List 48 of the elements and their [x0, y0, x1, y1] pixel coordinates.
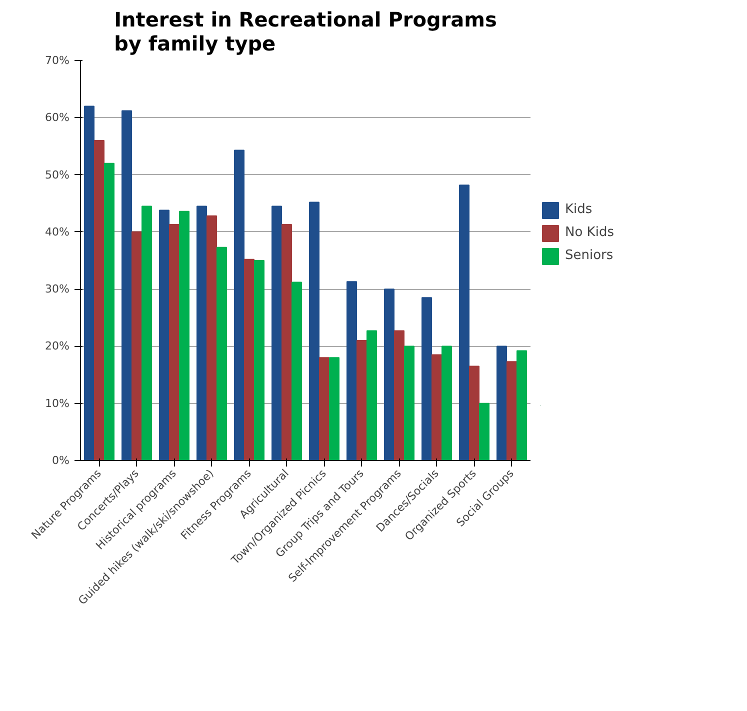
bar [94, 140, 104, 460]
chart-title: Interest in Recreational Programs by family type [114, 8, 497, 56]
y-tick-label: 40% [45, 225, 70, 238]
bar [309, 202, 320, 460]
bar [206, 215, 217, 460]
bar [196, 206, 207, 460]
bar [282, 224, 292, 460]
y-tick-label: 10% [45, 396, 70, 410]
bar [169, 224, 180, 460]
bar [159, 210, 170, 460]
bar [479, 402, 490, 460]
bar [329, 357, 340, 460]
bar [216, 246, 227, 460]
bar [346, 281, 357, 460]
y-tick-label: 0% [52, 454, 70, 467]
bar [432, 354, 442, 460]
y-tick-label: 50% [45, 168, 70, 182]
bar [506, 361, 517, 460]
bar [496, 346, 507, 460]
bar [104, 162, 114, 460]
bar [292, 282, 302, 460]
y-tick-label: 60% [45, 111, 70, 124]
bar [422, 297, 432, 460]
legend-label: Kids [565, 202, 592, 217]
bar [254, 260, 264, 460]
bar [459, 184, 470, 460]
bar [442, 346, 452, 460]
bar [319, 357, 330, 460]
bar [132, 231, 142, 460]
bar [142, 206, 152, 460]
bar [179, 210, 190, 460]
bar [404, 346, 414, 460]
legend-label: Seniors [565, 248, 614, 263]
y-tick-label: 30% [45, 282, 70, 296]
bar [366, 330, 377, 460]
bar [272, 206, 282, 460]
y-tick-label: 70% [45, 54, 70, 67]
bar [469, 366, 480, 460]
bar [122, 110, 132, 460]
bar [384, 288, 394, 460]
bar [516, 350, 527, 460]
y-tick-label: 20% [45, 340, 70, 353]
bar [234, 150, 244, 460]
bar [394, 330, 404, 460]
bar [244, 258, 254, 460]
bar [356, 340, 367, 460]
bar [84, 106, 94, 460]
legend-label: No Kids [565, 225, 614, 240]
